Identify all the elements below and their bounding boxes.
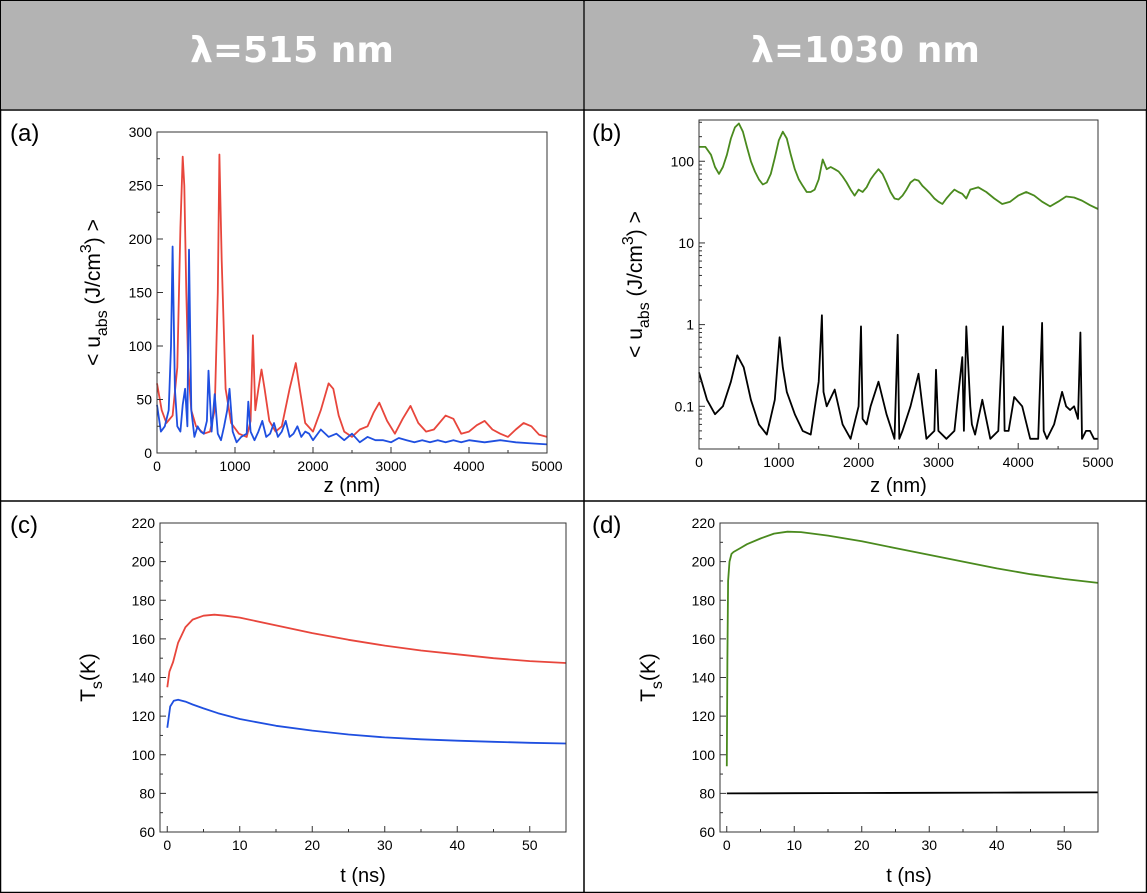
- x-tick-label-c: 0: [163, 837, 171, 853]
- y-tick-label-a: 150: [129, 285, 153, 301]
- y-tick-label-d: 140: [692, 670, 716, 686]
- x-tick-label-c: 30: [377, 837, 393, 853]
- y-tick-label-c: 100: [132, 747, 156, 763]
- y-tick-label-b: 100: [671, 153, 695, 169]
- panel-label-b: (b): [592, 120, 622, 147]
- y-tick-label-c: 140: [132, 670, 156, 686]
- y-axis-label-a: < uabs (J/cm3) >: [78, 219, 111, 366]
- series-line-b-green: [699, 122, 1099, 210]
- y-tick-label-d: 60: [699, 824, 715, 840]
- y-axis-label-c: Ts(K): [77, 653, 106, 702]
- x-tick-label-b: 2000: [843, 454, 874, 470]
- y-tick-label-b: 0.1: [675, 398, 695, 414]
- x-tick-label-a: 3000: [375, 458, 406, 474]
- y-tick-label-c: 160: [132, 631, 156, 647]
- series-line-d-black: [726, 791, 1099, 795]
- axes-frame-d: [719, 522, 1099, 833]
- series-line-a-red: [156, 153, 548, 438]
- x-tick-label-c: 40: [449, 837, 465, 853]
- y-tick-label-c: 120: [132, 708, 156, 724]
- series-line-d-green: [725, 530, 1099, 767]
- y-tick-label-a: 100: [129, 338, 153, 354]
- y-tick-label-d: 120: [692, 708, 716, 724]
- y-tick-label-c: 180: [132, 592, 156, 608]
- y-axis-label-d: Ts(K): [637, 653, 666, 702]
- x-tick-label-b: 1000: [763, 454, 794, 470]
- y-tick-label-b: 1: [686, 317, 694, 333]
- x-tick-label-d: 50: [1056, 837, 1072, 853]
- y-tick-label-d: 220: [692, 515, 716, 531]
- y-tick-label-c: 80: [139, 785, 155, 801]
- x-tick-label-a: 4000: [453, 458, 484, 474]
- x-axis-label-c: t (ns): [340, 865, 386, 887]
- panel-label-c: (c): [10, 512, 38, 539]
- y-tick-label-d: 180: [692, 592, 716, 608]
- x-tick-label-d: 40: [989, 837, 1005, 853]
- x-tick-label-d: 10: [786, 837, 802, 853]
- x-tick-label-b: 5000: [1082, 454, 1113, 470]
- x-tick-label-c: 10: [232, 837, 248, 853]
- x-tick-label-d: 30: [921, 837, 937, 853]
- x-axis-label-a: z (nm): [324, 475, 381, 497]
- panel-label-d: (d): [592, 512, 622, 539]
- x-tick-label-b: 3000: [923, 454, 954, 470]
- x-axis-label-b: z (nm): [870, 475, 927, 497]
- header-right-cell: λ=1030 nm: [585, 1, 1146, 109]
- x-tick-label-c: 50: [522, 837, 538, 853]
- y-tick-label-c: 60: [139, 824, 155, 840]
- series-line-a-blue: [156, 245, 548, 446]
- x-tick-label-a: 1000: [219, 458, 250, 474]
- y-tick-label-a: 300: [129, 124, 153, 140]
- series-line-c-red: [166, 613, 567, 688]
- series-line-c-blue: [166, 698, 567, 745]
- y-tick-label-d: 100: [692, 747, 716, 763]
- x-tick-label-b: 4000: [1003, 454, 1034, 470]
- x-tick-label-c: 20: [304, 837, 320, 853]
- y-tick-label-a: 50: [136, 392, 152, 408]
- y-tick-label-c: 220: [132, 515, 156, 531]
- y-tick-label-c: 200: [132, 554, 156, 570]
- x-tick-label-d: 0: [723, 837, 731, 853]
- header-right-label: λ=1030 nm: [751, 30, 980, 71]
- y-tick-label-d: 160: [692, 631, 716, 647]
- panel-label-a: (a): [10, 120, 40, 147]
- y-tick-label-a: 200: [129, 231, 153, 247]
- x-tick-label-b: 0: [695, 454, 703, 470]
- y-tick-label-d: 200: [692, 554, 716, 570]
- y-tick-label-d: 80: [699, 785, 715, 801]
- x-axis-label-d: t (ns): [886, 865, 932, 887]
- x-tick-label-a: 0: [153, 458, 161, 474]
- x-tick-label-a: 2000: [297, 458, 328, 474]
- y-tick-label-a: 250: [129, 178, 153, 194]
- y-axis-label-b: < uabs (J/cm3) >: [620, 211, 653, 358]
- x-tick-label-d: 20: [854, 837, 870, 853]
- header-left-label: λ=515 nm: [190, 30, 394, 71]
- series-line-b-black: [698, 314, 1098, 440]
- y-tick-label-a: 0: [144, 445, 152, 461]
- x-tick-label-a: 5000: [531, 458, 562, 474]
- y-tick-label-b: 10: [678, 235, 694, 251]
- header-left-cell: λ=515 nm: [1, 1, 583, 109]
